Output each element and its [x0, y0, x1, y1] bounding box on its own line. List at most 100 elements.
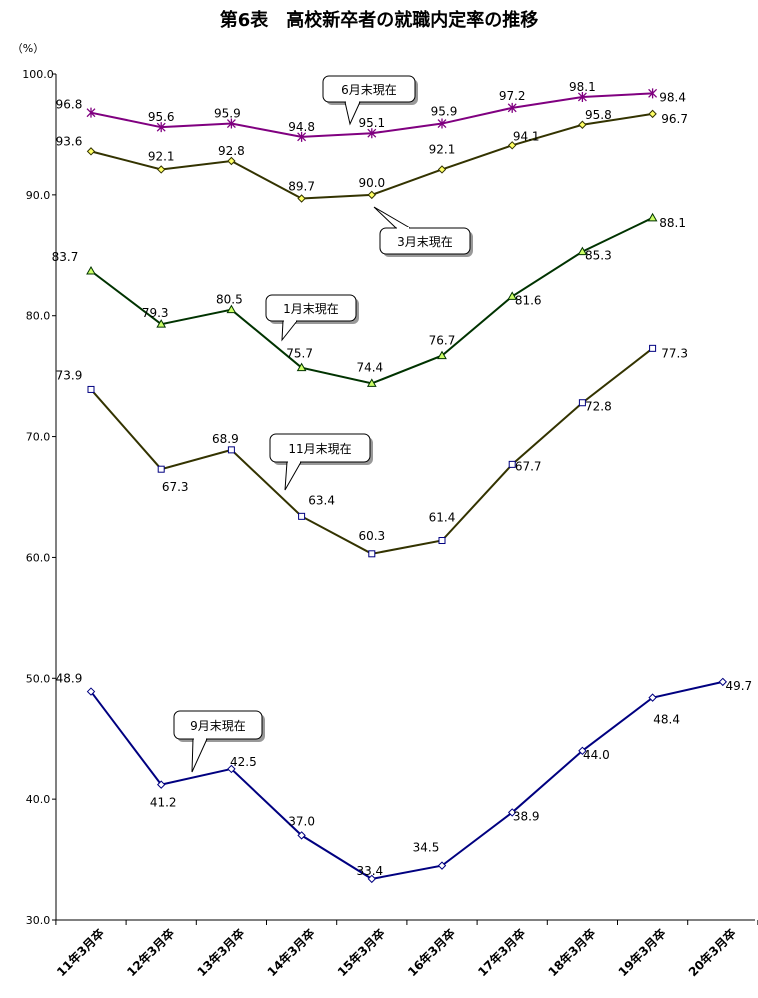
data-point — [577, 246, 588, 256]
data-point — [507, 102, 517, 113]
y-tick-label: 50.0 — [26, 672, 51, 685]
data-label: 95.9 — [214, 107, 241, 121]
data-label: 79.3 — [142, 306, 169, 320]
data-point — [648, 88, 658, 99]
data-label: 72.8 — [585, 400, 612, 414]
series-6月末現在: 96.8 95.6 95.9 94.8 95.1 95.9 97.2 98.1 98.4 — [56, 80, 686, 142]
callout-1月末現在: 1月末現在 — [265, 294, 359, 342]
y-tick-label: 60.0 — [26, 551, 51, 564]
x-tick-label: 13年3月卒 — [194, 926, 248, 980]
data-point — [156, 122, 166, 133]
data-point — [86, 687, 96, 696]
data-label: 92.8 — [218, 144, 245, 158]
callout-box — [265, 294, 357, 322]
data-label: 88.1 — [659, 216, 686, 230]
data-label: 97.2 — [499, 89, 526, 103]
data-point — [156, 780, 166, 789]
data-label: 77.3 — [661, 346, 688, 360]
data-point — [86, 147, 96, 156]
data-label: 92.1 — [148, 149, 175, 163]
data-point — [227, 764, 236, 774]
data-point — [578, 399, 586, 407]
data-label: 63.4 — [308, 493, 335, 507]
data-point — [507, 808, 517, 817]
series-1月末現在: 83.7 79.3 80.5 75.7 74.4 76.7 81.6 85.3 88.1 — [52, 212, 686, 387]
data-label: 34.5 — [413, 841, 440, 855]
data-point — [437, 118, 447, 129]
data-point — [87, 385, 95, 393]
data-point — [648, 693, 657, 702]
data-label: 96.8 — [56, 98, 83, 112]
data-point — [368, 550, 376, 558]
y-tick-label: 100.0 — [22, 68, 54, 81]
callout-11月末現在: 11月末現在 — [269, 433, 373, 491]
data-point — [86, 107, 96, 118]
data-label: 85.3 — [585, 249, 612, 263]
callout-pointer — [373, 206, 411, 229]
data-label: 98.1 — [569, 80, 596, 94]
x-tick-label: 20年3月卒 — [685, 926, 739, 980]
data-point — [297, 194, 306, 203]
data-label: 73.9 — [56, 368, 83, 382]
callout-label: 3月末現在 — [397, 235, 453, 249]
data-label: 83.7 — [52, 250, 79, 264]
x-tick-label: 19年3月卒 — [615, 926, 669, 980]
data-label: 42.5 — [230, 755, 257, 769]
data-label: 81.6 — [515, 293, 542, 307]
y-tick-label: 40.0 — [26, 793, 51, 806]
callout-9月末現在: 9月末現在 — [173, 710, 265, 773]
data-point — [507, 291, 518, 300]
x-tick-label: 12年3月卒 — [124, 926, 178, 980]
series-9月末現在: 48.9 41.2 42.5 37.0 33.4 34.5 38.9 44.0 48.4 49.7 — [56, 672, 752, 884]
series-3月末現在: 93.6 92.1 92.8 89.7 90.0 92.1 94.1 95.8 96.7 — [56, 108, 688, 203]
callout-label: 1月末現在 — [283, 302, 339, 316]
callout-pointer — [344, 101, 361, 126]
callout-label: 9月末現在 — [190, 719, 246, 733]
data-label: 94.1 — [513, 129, 540, 143]
y-axis-unit: （%） — [12, 42, 44, 55]
data-label: 94.8 — [288, 120, 315, 134]
callout-pointer — [281, 320, 298, 342]
data-point — [437, 350, 447, 360]
data-label: 76.7 — [429, 334, 456, 348]
data-point — [367, 874, 377, 884]
data-point — [156, 165, 166, 174]
data-label: 49.7 — [725, 679, 752, 693]
x-tick-label: 15年3月卒 — [334, 926, 388, 980]
data-point — [437, 165, 447, 174]
data-point — [366, 378, 377, 387]
callout-label: 11月末現在 — [288, 442, 351, 456]
data-point — [648, 109, 657, 119]
data-point — [296, 362, 307, 372]
data-label: 67.3 — [162, 480, 189, 494]
data-point — [649, 344, 657, 352]
y-tick-label: 30.0 — [26, 914, 51, 927]
data-label: 37.0 — [288, 814, 315, 828]
callout-6月末現在: 6月末現在 — [322, 75, 418, 126]
data-point — [367, 128, 377, 139]
data-point — [298, 512, 306, 520]
data-point — [227, 446, 235, 454]
y-tick-label: 90.0 — [26, 189, 51, 202]
x-tick-label: 17年3月卒 — [475, 926, 529, 980]
data-point — [297, 831, 306, 840]
data-label: 38.9 — [513, 809, 540, 823]
data-point — [226, 304, 237, 314]
data-point — [367, 190, 377, 200]
callout-pointer — [284, 461, 302, 491]
data-label: 75.7 — [286, 347, 313, 361]
callout-label: 6月末現在 — [341, 83, 397, 97]
data-label: 98.4 — [659, 90, 686, 104]
callout-pointer — [191, 738, 208, 773]
data-point — [578, 120, 587, 129]
series-line — [90, 216, 654, 385]
callout-box — [379, 227, 471, 255]
data-label: 95.1 — [358, 116, 385, 130]
x-tick-label: 11年3月卒 — [53, 926, 107, 980]
data-label: 33.4 — [356, 864, 383, 878]
data-label: 96.7 — [661, 112, 688, 126]
data-label: 48.9 — [56, 672, 83, 686]
data-point — [438, 537, 446, 545]
data-point — [578, 746, 587, 756]
x-tick-label: 18年3月卒 — [545, 926, 599, 980]
